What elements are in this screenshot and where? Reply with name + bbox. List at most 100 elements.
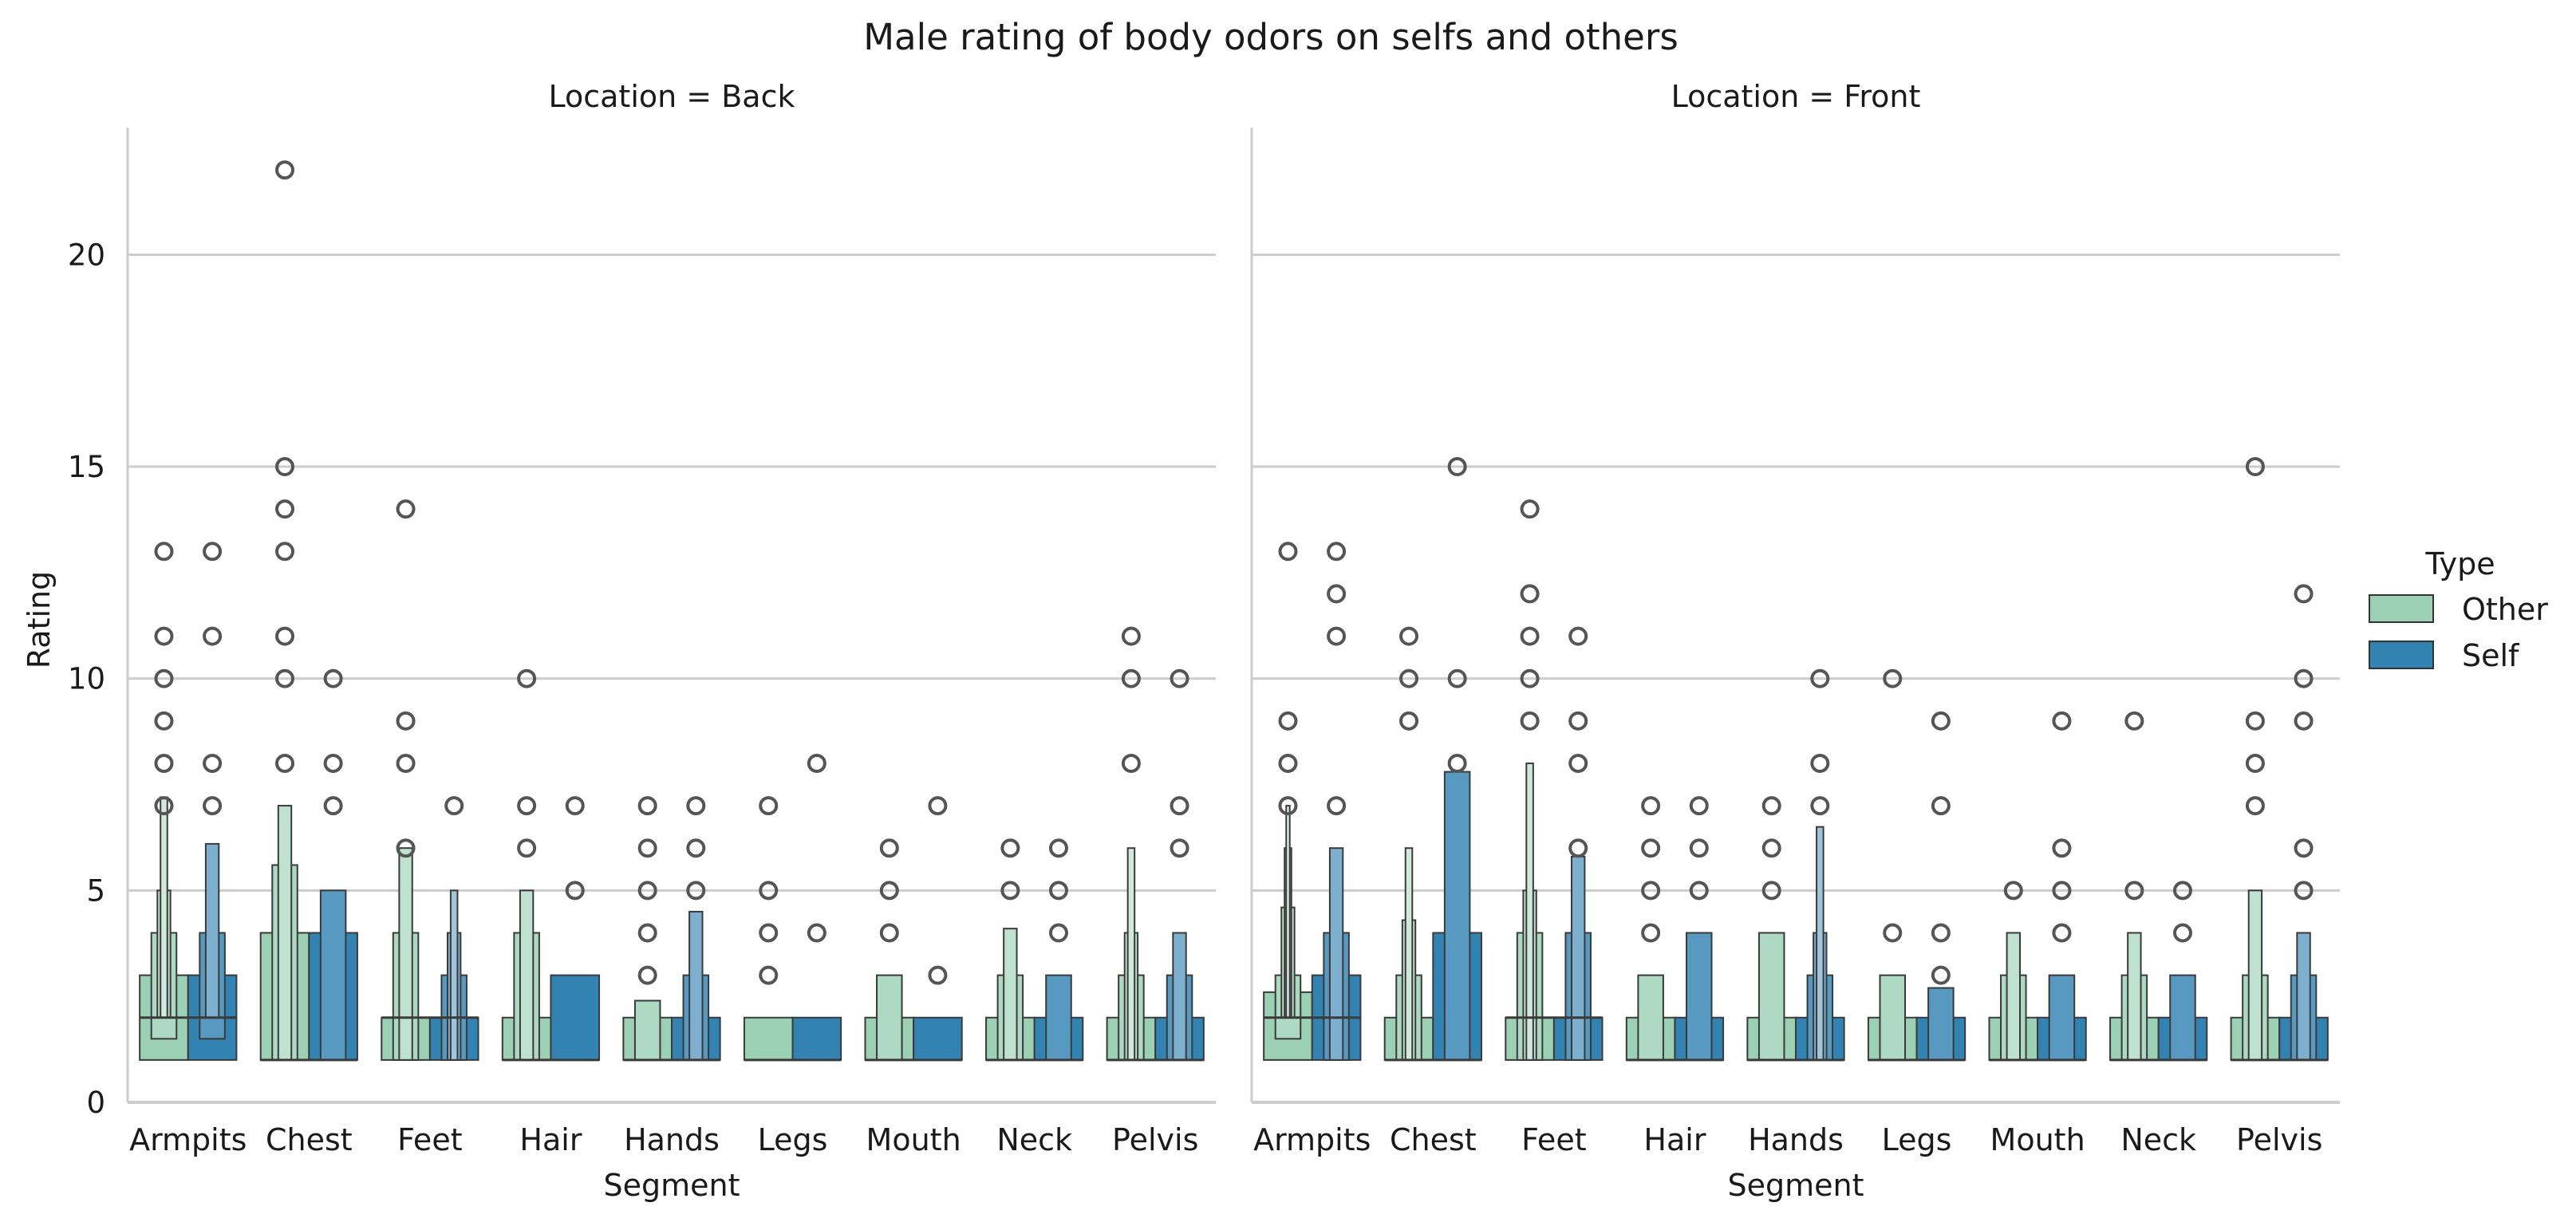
boxen-front-feet-other (1505, 499, 1555, 1061)
outlier-point (637, 923, 657, 943)
outlier-point (1447, 753, 1467, 773)
boxen-level-4 (160, 796, 168, 1019)
y-tick-label: 10 (68, 662, 105, 696)
outlier-point (1641, 838, 1661, 858)
boxen-front-mouth-self (2037, 711, 2087, 1062)
outlier-point (1568, 626, 1588, 646)
outlier-point (1931, 965, 1951, 985)
boxen-front-armpits-other (1263, 542, 1313, 1061)
outlier-point (1121, 668, 1141, 688)
outlier-point (1520, 668, 1540, 688)
boxen-level-4 (1816, 826, 1825, 1061)
outlier-point (1931, 796, 1951, 816)
outlier-point (686, 881, 706, 901)
outlier-point (275, 160, 295, 180)
outlier-point (275, 457, 295, 477)
outlier-point (1278, 753, 1298, 773)
outlier-point (2294, 584, 2314, 604)
outlier-point (1399, 668, 1419, 688)
outlier-point (444, 796, 464, 816)
boxen-back-feet-other (381, 499, 431, 1061)
outlier-point (1641, 796, 1661, 816)
outlier-point (1170, 838, 1189, 858)
boxen-level-4 (449, 889, 459, 1061)
x-tick-label-front-feet: Feet (1521, 1122, 1586, 1157)
boxen-back-pelvis-self (1154, 668, 1205, 1062)
outlier-point (2245, 753, 2265, 773)
x-tick-label-back-legs: Legs (758, 1122, 828, 1157)
boxen-level-4 (1404, 847, 1414, 1061)
outlier-point (1568, 838, 1588, 858)
outlier-point (637, 838, 657, 858)
outlier-point (1810, 753, 1830, 773)
outlier-point (1048, 881, 1068, 901)
panel-title-front: Location = Front (1671, 79, 1921, 114)
panel-back: Location = Back Segment 0 5 10 15 20 Armpits C… (68, 79, 1216, 1203)
boxen-back-hair-other (501, 668, 552, 1062)
boxen-level-2 (633, 999, 661, 1061)
outlier-point (1883, 923, 1903, 943)
outlier-point (759, 965, 779, 985)
outlier-point (154, 668, 174, 688)
outlier-point (2245, 457, 2265, 477)
legend-swatch-self (2369, 641, 2434, 669)
boxen-front-pelvis-other (2230, 457, 2281, 1062)
outlier-point (275, 542, 295, 562)
outlier-point (2003, 881, 2023, 901)
boxen-level-3 (1328, 847, 1344, 1061)
outlier-point (807, 753, 826, 773)
outlier-point (1447, 668, 1467, 688)
outlier-point (1278, 542, 1298, 562)
boxen-back-chest-other (259, 160, 310, 1062)
outlier-point (203, 542, 223, 562)
boxen-back-mouth-self (913, 796, 963, 1062)
y-tick-label: 5 (86, 873, 105, 908)
outlier-point (275, 753, 295, 773)
boxen-front-hair-other (1625, 796, 1676, 1062)
boxen-front-chest-other (1383, 626, 1434, 1062)
boxen-front-hair-self (1674, 796, 1725, 1062)
boxen-level-3 (2247, 889, 2263, 1061)
outlier-point (323, 796, 343, 816)
x-tick-label-front-hair: Hair (1643, 1122, 1706, 1157)
outlier-point (1327, 796, 1347, 816)
outlier-point (1000, 838, 1020, 858)
boxen-level-2 (1927, 987, 1955, 1061)
boxen-level-1 (913, 1016, 963, 1061)
boxen-level-2 (1045, 974, 1072, 1061)
outlier-point (928, 965, 948, 985)
outlier-point (1689, 838, 1709, 858)
outlier-point (1568, 711, 1588, 731)
boxen-level-2 (1637, 974, 1664, 1061)
outlier-point (1170, 668, 1189, 688)
outlier-point (275, 499, 295, 519)
outlier-point (2124, 881, 2144, 901)
boxen-level-3 (204, 842, 220, 1019)
outlier-point (517, 838, 537, 858)
outlier-point (517, 796, 537, 816)
outlier-point (275, 626, 295, 646)
boxen-level-3 (1571, 855, 1586, 1061)
boxen-back-legs-self (791, 753, 842, 1062)
boxen-back-neck-other (985, 838, 1036, 1062)
outlier-point (1447, 457, 1467, 477)
x-tick-label-back-armpits: Armpits (129, 1122, 247, 1157)
outlier-point (807, 923, 826, 943)
x-tick-label-back-chest: Chest (266, 1122, 353, 1157)
outlier-point (2294, 838, 2314, 858)
boxen-level-3 (1003, 928, 1018, 1061)
boxen-level-4 (1525, 762, 1534, 1061)
legend-title: Type (2424, 546, 2495, 581)
boxen-front-chest-self (1432, 457, 1482, 1062)
outlier-point (1689, 881, 1709, 901)
boxen-front-neck-other (2109, 711, 2160, 1062)
boxen-back-armpits-self (187, 542, 238, 1061)
outlier-point (154, 542, 174, 562)
y-tick-label: 20 (68, 238, 105, 272)
boxen-front-neck-self (2157, 881, 2208, 1062)
outlier-point (759, 796, 779, 816)
y-axis-label: Rating (22, 571, 57, 669)
boxen-level-1 (550, 974, 601, 1061)
boxen-back-mouth-other (864, 838, 915, 1062)
